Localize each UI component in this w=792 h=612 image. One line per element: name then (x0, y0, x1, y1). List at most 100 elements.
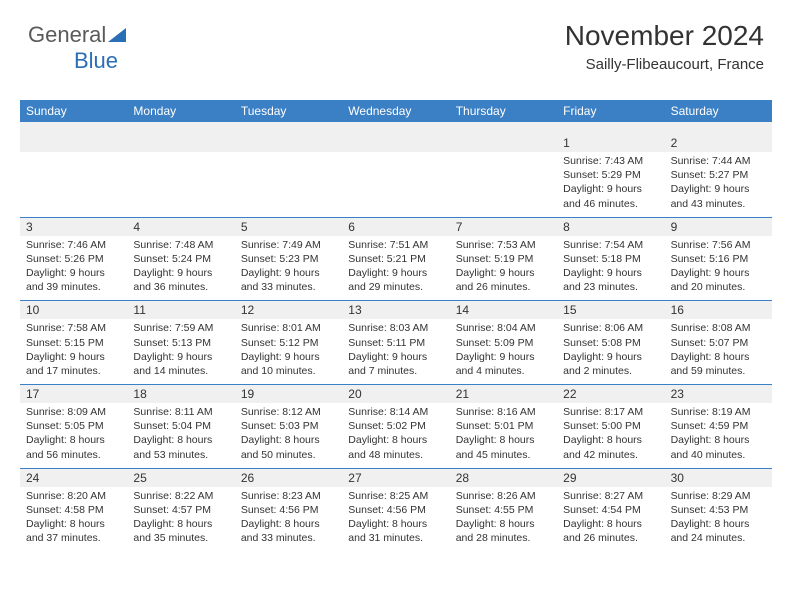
daylight-text: Daylight: 8 hours and 40 minutes. (671, 433, 766, 461)
day-header-wednesday: Wednesday (342, 100, 449, 122)
day-cell: 30Sunrise: 8:29 AMSunset: 4:53 PMDayligh… (665, 469, 772, 552)
sunset-text: Sunset: 5:26 PM (26, 252, 121, 266)
date-number: 19 (235, 385, 342, 403)
day-details: Sunrise: 7:56 AMSunset: 5:16 PMDaylight:… (665, 236, 772, 301)
day-details: Sunrise: 7:43 AMSunset: 5:29 PMDaylight:… (557, 152, 664, 217)
daylight-text: Daylight: 9 hours and 23 minutes. (563, 266, 658, 294)
sunrise-text: Sunrise: 7:51 AM (348, 238, 443, 252)
day-details: Sunrise: 8:03 AMSunset: 5:11 PMDaylight:… (342, 319, 449, 384)
sunset-text: Sunset: 4:53 PM (671, 503, 766, 517)
day-details: Sunrise: 7:58 AMSunset: 5:15 PMDaylight:… (20, 319, 127, 384)
date-number: 18 (127, 385, 234, 403)
logo-triangle-icon (108, 28, 126, 42)
day-cell: 14Sunrise: 8:04 AMSunset: 5:09 PMDayligh… (450, 301, 557, 384)
sunset-text: Sunset: 5:02 PM (348, 419, 443, 433)
week-row: 24Sunrise: 8:20 AMSunset: 4:58 PMDayligh… (20, 468, 772, 552)
sunset-text: Sunset: 5:24 PM (133, 252, 228, 266)
sunset-text: Sunset: 5:05 PM (26, 419, 121, 433)
day-cell: 22Sunrise: 8:17 AMSunset: 5:00 PMDayligh… (557, 385, 664, 468)
day-cell (127, 134, 234, 217)
sunrise-text: Sunrise: 8:27 AM (563, 489, 658, 503)
day-cell (342, 134, 449, 217)
date-number (127, 134, 234, 152)
sunrise-text: Sunrise: 7:43 AM (563, 154, 658, 168)
daylight-text: Daylight: 8 hours and 50 minutes. (241, 433, 336, 461)
day-cell: 24Sunrise: 8:20 AMSunset: 4:58 PMDayligh… (20, 469, 127, 552)
daylight-text: Daylight: 9 hours and 29 minutes. (348, 266, 443, 294)
day-details (20, 152, 127, 210)
sunrise-text: Sunrise: 8:08 AM (671, 321, 766, 335)
daylight-text: Daylight: 9 hours and 36 minutes. (133, 266, 228, 294)
day-details: Sunrise: 8:29 AMSunset: 4:53 PMDaylight:… (665, 487, 772, 552)
sunset-text: Sunset: 5:27 PM (671, 168, 766, 182)
month-title: November 2024 (565, 20, 764, 52)
date-number: 30 (665, 469, 772, 487)
week-row: 10Sunrise: 7:58 AMSunset: 5:15 PMDayligh… (20, 300, 772, 384)
day-details: Sunrise: 8:20 AMSunset: 4:58 PMDaylight:… (20, 487, 127, 552)
date-number: 24 (20, 469, 127, 487)
daylight-text: Daylight: 8 hours and 53 minutes. (133, 433, 228, 461)
sunrise-text: Sunrise: 7:53 AM (456, 238, 551, 252)
day-cell: 8Sunrise: 7:54 AMSunset: 5:18 PMDaylight… (557, 218, 664, 301)
date-number: 13 (342, 301, 449, 319)
day-cell: 18Sunrise: 8:11 AMSunset: 5:04 PMDayligh… (127, 385, 234, 468)
date-number: 29 (557, 469, 664, 487)
date-number: 27 (342, 469, 449, 487)
calendar-grid: Sunday Monday Tuesday Wednesday Thursday… (20, 100, 772, 551)
day-cell: 25Sunrise: 8:22 AMSunset: 4:57 PMDayligh… (127, 469, 234, 552)
sunrise-text: Sunrise: 8:20 AM (26, 489, 121, 503)
day-cell: 12Sunrise: 8:01 AMSunset: 5:12 PMDayligh… (235, 301, 342, 384)
day-details (235, 152, 342, 210)
day-details: Sunrise: 8:01 AMSunset: 5:12 PMDaylight:… (235, 319, 342, 384)
sunrise-text: Sunrise: 8:11 AM (133, 405, 228, 419)
sunset-text: Sunset: 4:56 PM (348, 503, 443, 517)
sunrise-text: Sunrise: 8:17 AM (563, 405, 658, 419)
sunset-text: Sunset: 5:29 PM (563, 168, 658, 182)
day-details (342, 152, 449, 210)
day-details: Sunrise: 8:27 AMSunset: 4:54 PMDaylight:… (557, 487, 664, 552)
day-header-sunday: Sunday (20, 100, 127, 122)
date-number: 7 (450, 218, 557, 236)
week-row: 1Sunrise: 7:43 AMSunset: 5:29 PMDaylight… (20, 134, 772, 217)
day-details: Sunrise: 8:22 AMSunset: 4:57 PMDaylight:… (127, 487, 234, 552)
daylight-text: Daylight: 8 hours and 24 minutes. (671, 517, 766, 545)
day-cell: 11Sunrise: 7:59 AMSunset: 5:13 PMDayligh… (127, 301, 234, 384)
day-details: Sunrise: 7:46 AMSunset: 5:26 PMDaylight:… (20, 236, 127, 301)
daylight-text: Daylight: 9 hours and 17 minutes. (26, 350, 121, 378)
date-number (450, 134, 557, 152)
sunrise-text: Sunrise: 8:14 AM (348, 405, 443, 419)
day-cell: 15Sunrise: 8:06 AMSunset: 5:08 PMDayligh… (557, 301, 664, 384)
sunset-text: Sunset: 4:58 PM (26, 503, 121, 517)
date-number: 12 (235, 301, 342, 319)
day-cell (20, 134, 127, 217)
day-details: Sunrise: 7:48 AMSunset: 5:24 PMDaylight:… (127, 236, 234, 301)
day-header-friday: Friday (557, 100, 664, 122)
sunrise-text: Sunrise: 7:48 AM (133, 238, 228, 252)
day-details: Sunrise: 8:04 AMSunset: 5:09 PMDaylight:… (450, 319, 557, 384)
daylight-text: Daylight: 9 hours and 7 minutes. (348, 350, 443, 378)
day-details: Sunrise: 7:59 AMSunset: 5:13 PMDaylight:… (127, 319, 234, 384)
day-cell: 5Sunrise: 7:49 AMSunset: 5:23 PMDaylight… (235, 218, 342, 301)
daylight-text: Daylight: 8 hours and 33 minutes. (241, 517, 336, 545)
daylight-text: Daylight: 9 hours and 46 minutes. (563, 182, 658, 210)
day-cell: 26Sunrise: 8:23 AMSunset: 4:56 PMDayligh… (235, 469, 342, 552)
day-details: Sunrise: 8:17 AMSunset: 5:00 PMDaylight:… (557, 403, 664, 468)
day-cell: 4Sunrise: 7:48 AMSunset: 5:24 PMDaylight… (127, 218, 234, 301)
day-details: Sunrise: 7:53 AMSunset: 5:19 PMDaylight:… (450, 236, 557, 301)
sunset-text: Sunset: 4:54 PM (563, 503, 658, 517)
sunrise-text: Sunrise: 8:25 AM (348, 489, 443, 503)
day-details: Sunrise: 7:54 AMSunset: 5:18 PMDaylight:… (557, 236, 664, 301)
sunrise-text: Sunrise: 8:04 AM (456, 321, 551, 335)
sunset-text: Sunset: 5:13 PM (133, 336, 228, 350)
day-cell: 29Sunrise: 8:27 AMSunset: 4:54 PMDayligh… (557, 469, 664, 552)
daylight-text: Daylight: 8 hours and 56 minutes. (26, 433, 121, 461)
spacer-row (20, 122, 772, 134)
sunset-text: Sunset: 5:16 PM (671, 252, 766, 266)
daylight-text: Daylight: 8 hours and 45 minutes. (456, 433, 551, 461)
sunrise-text: Sunrise: 8:22 AM (133, 489, 228, 503)
date-number: 11 (127, 301, 234, 319)
day-header-row: Sunday Monday Tuesday Wednesday Thursday… (20, 100, 772, 122)
date-number: 16 (665, 301, 772, 319)
sunset-text: Sunset: 4:56 PM (241, 503, 336, 517)
day-cell: 23Sunrise: 8:19 AMSunset: 4:59 PMDayligh… (665, 385, 772, 468)
